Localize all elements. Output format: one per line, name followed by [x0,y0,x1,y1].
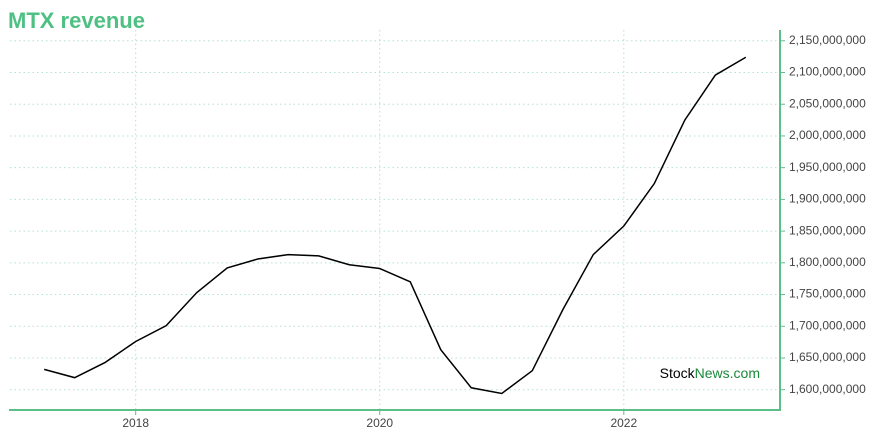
y-tick-label: 2,050,000,000 [789,96,866,110]
y-tick-label: 2,100,000,000 [789,65,866,79]
y-tick-label: 1,600,000,000 [789,382,866,396]
y-tick-label: 2,000,000,000 [789,128,866,142]
x-tick-label: 2018 [122,416,149,430]
y-tick-label: 1,800,000,000 [789,255,866,269]
x-tick-label: 2020 [366,416,393,430]
y-tick-label: 1,750,000,000 [789,287,866,301]
x-tick-label: 2022 [610,416,637,430]
watermark: StockNews.com [660,365,760,381]
grid [10,30,780,410]
line [43,56,747,395]
y-tick-label: 1,900,000,000 [789,192,866,206]
y-tick-label: 1,650,000,000 [789,350,866,364]
watermark-part: Stock [660,365,696,381]
chart-title: MTX revenue [8,8,145,33]
watermark-part: News.com [695,365,760,381]
y-tick-label: 1,700,000,000 [789,318,866,332]
y-tick-label: 1,950,000,000 [789,160,866,174]
y-tick-label: 1,850,000,000 [789,223,866,237]
y-tick-label: 2,150,000,000 [789,33,866,47]
plot [43,56,747,395]
